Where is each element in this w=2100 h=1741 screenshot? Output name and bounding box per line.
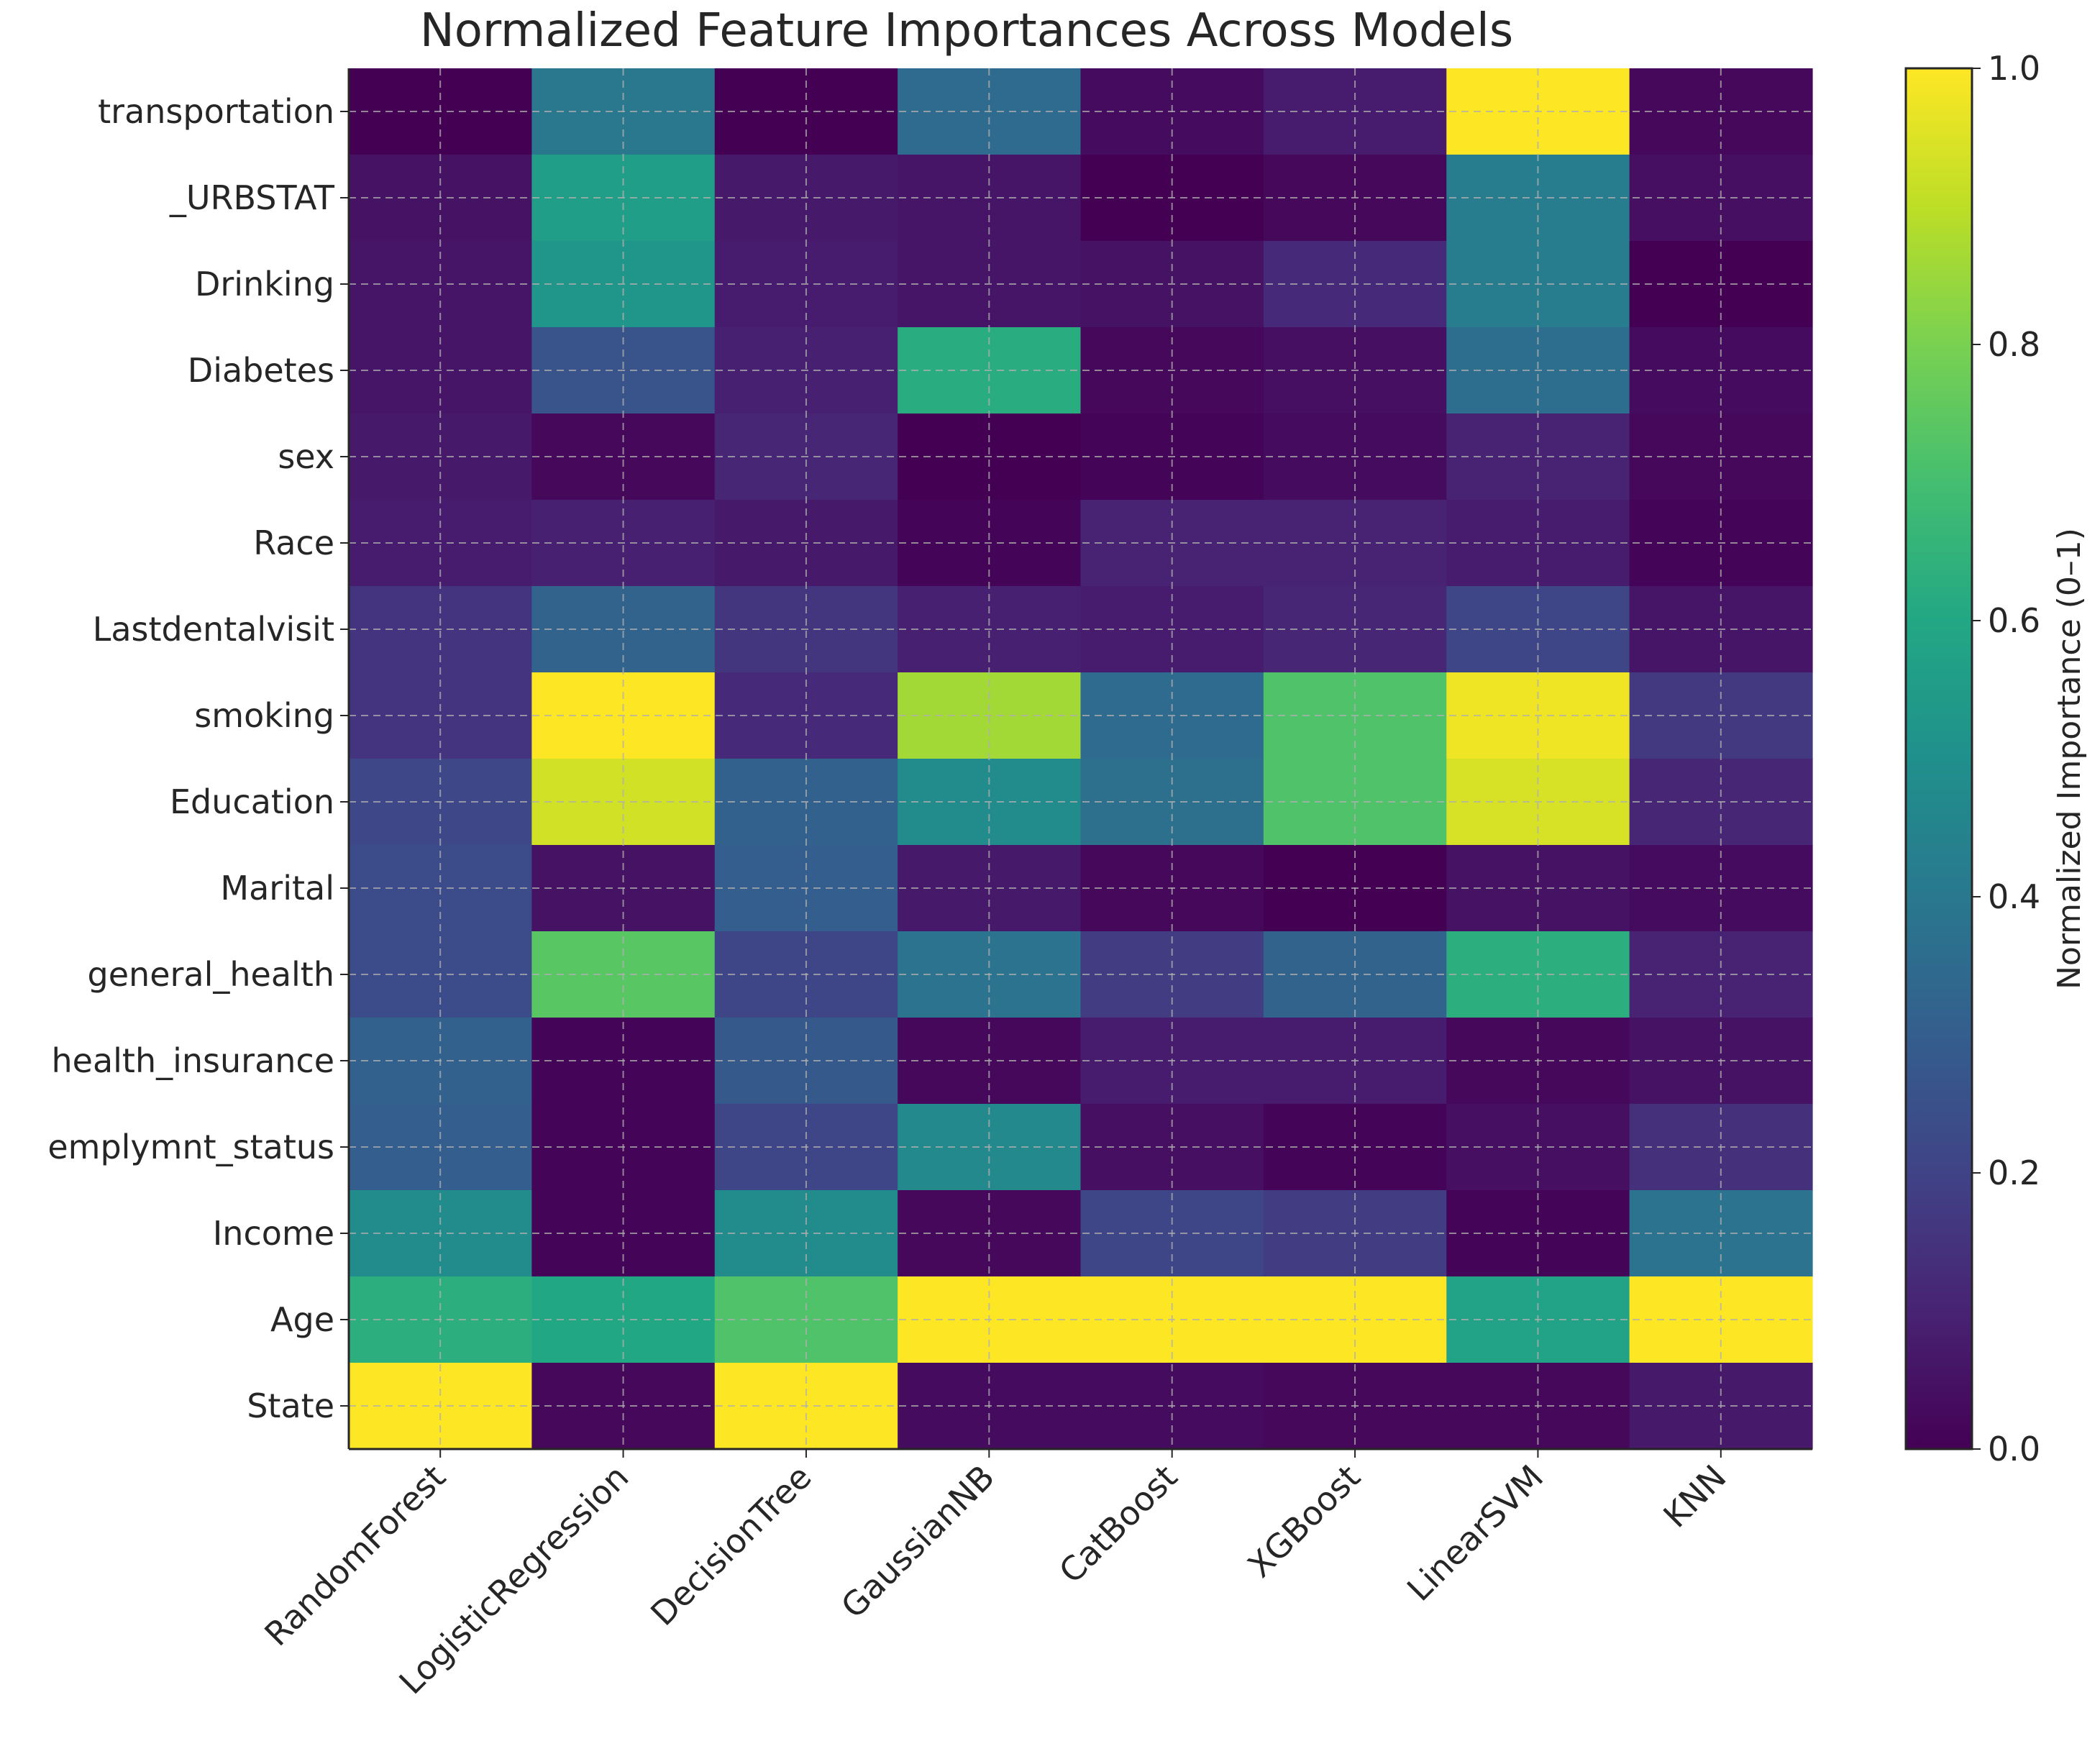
- grid-lines: [349, 68, 1812, 1449]
- colorbar-tick-label: 0.4: [1988, 877, 2040, 916]
- y-tick-label: transportation: [98, 92, 334, 131]
- y-tick-label: health_insurance: [51, 1041, 334, 1080]
- y-tick-label: Marital: [220, 869, 334, 908]
- y-axis-ticks: transportation _URBSTAT Drinking Diabetes se…: [47, 92, 349, 1425]
- y-tick-label: Education: [170, 782, 334, 821]
- y-tick-label: sex: [278, 437, 334, 476]
- colorbar-tick-label: 0.0: [1988, 1430, 2040, 1468]
- colorbar-tick-label: 0.6: [1988, 601, 2040, 640]
- colorbar-tick-label: 0.2: [1988, 1153, 2040, 1192]
- y-tick-label: State: [247, 1386, 334, 1425]
- x-tick-label: KNN: [1656, 1458, 1733, 1535]
- x-tick-label: RandomForest: [257, 1458, 453, 1654]
- y-tick-label: Drinking: [195, 265, 334, 303]
- colorbar: 0.0 0.2 0.4 0.6 0.8 1.0 Normalized Importance…: [1904, 49, 2088, 1468]
- colorbar-tick-label: 0.8: [1988, 325, 2040, 364]
- x-tick-label: LinearSVM: [1400, 1458, 1551, 1609]
- y-tick-label: Lastdentalvisit: [93, 610, 334, 649]
- colorbar-tick-label: 1.0: [1988, 49, 2040, 88]
- y-tick-label: smoking: [194, 696, 334, 735]
- colorbar-ticks: 0.0 0.2 0.4 0.6 0.8 1.0: [1972, 49, 2040, 1468]
- plot-axes: [347, 68, 1812, 1450]
- y-tick-label: _URBSTAT: [169, 178, 335, 217]
- colorbar-label: Normalized Importance (0–1): [2051, 528, 2088, 990]
- x-tick-label: XGBoost: [1240, 1458, 1367, 1585]
- y-tick-label: Diabetes: [188, 351, 334, 390]
- x-tick-label: DecisionTree: [643, 1458, 818, 1633]
- x-tick-label: GaussianNB: [834, 1458, 1002, 1626]
- y-tick-label: Income: [213, 1214, 334, 1253]
- heatmap-cells: [349, 68, 1813, 1450]
- chart-title: Normalized Feature Importances Across Mo…: [420, 4, 1513, 58]
- y-tick-label: Race: [253, 524, 334, 562]
- y-tick-label: emplymnt_status: [47, 1128, 334, 1166]
- x-tick-label: CatBoost: [1051, 1458, 1184, 1591]
- y-tick-label: Age: [270, 1300, 334, 1339]
- y-tick-label: general_health: [88, 955, 334, 994]
- colorbar-gradient: [1904, 67, 1973, 1450]
